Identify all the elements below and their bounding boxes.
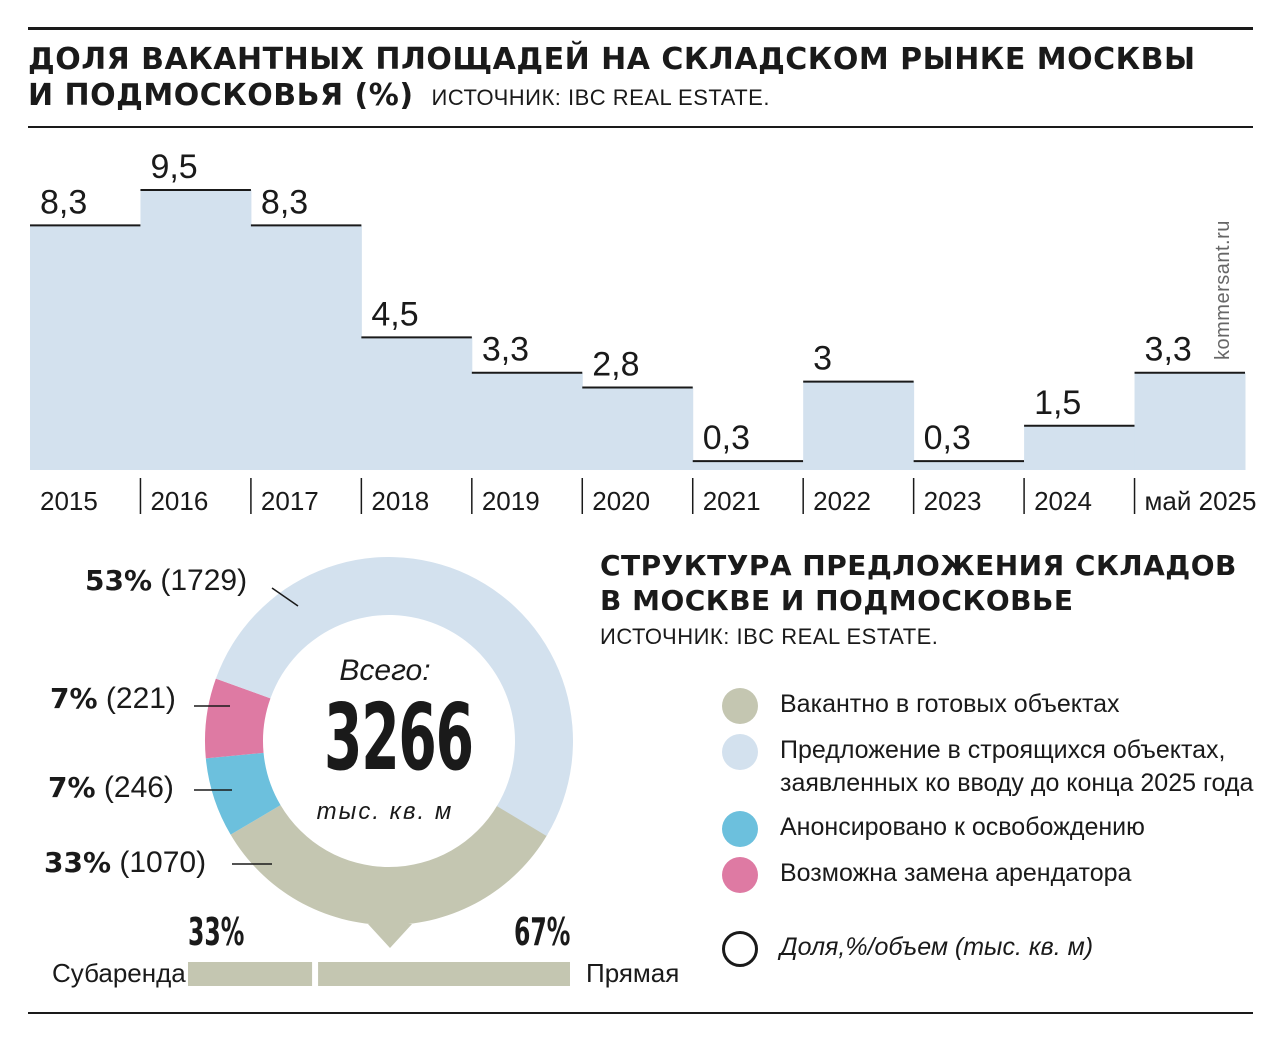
donut-label-vacant: 33% (1070): [44, 846, 206, 880]
legend-swatch: [722, 734, 758, 770]
title-underline: [28, 126, 1253, 128]
structure-title-line2: В МОСКВЕ И ПОДМОСКОВЬЕ: [600, 584, 1074, 617]
donut-label-pct: 33%: [44, 846, 112, 879]
legend-label: Вакантно в готовых объектах: [780, 690, 1120, 718]
bar: [361, 337, 473, 470]
bar-value-label: 3,3: [482, 331, 529, 369]
donut-label-pct: 7%: [48, 771, 96, 804]
bar-chart-source: ИСТОЧНИК: IBC REAL ESTATE.: [431, 85, 770, 110]
donut-pointer: [368, 924, 412, 948]
ring-icon: [722, 931, 758, 967]
bar-value-label: 4,5: [371, 295, 418, 333]
bar-value-label: 2,8: [592, 345, 639, 383]
donut-label-pct: 53%: [85, 564, 153, 597]
split-left-label: Субаренда: [52, 958, 186, 988]
legend-label: Анонсировано к освобождению: [780, 813, 1145, 841]
split-left-pct: 33%: [188, 910, 245, 954]
bar-value-label: 1,5: [1034, 384, 1081, 422]
bar-value-label: 8,3: [40, 183, 87, 221]
donut-center-unit: тыс. кв. м: [316, 798, 454, 825]
bar-value-label: 0,3: [703, 419, 750, 457]
bar: [1134, 372, 1246, 470]
year-label: май 2025: [1145, 486, 1257, 516]
donut-label-announced: 7% (246): [48, 771, 174, 805]
donut-center-caption: Всего:: [339, 654, 431, 687]
split-right-pct: 67%: [514, 910, 571, 954]
legend-label: Предложение в строящихся объектах, заявл…: [780, 734, 1253, 800]
structure-source: ИСТОЧНИК: IBC REAL ESTATE.: [600, 624, 939, 649]
bar-chart-title: ДОЛЯ ВАКАНТНЫХ ПЛОЩАДЕЙ НА СКЛАДСКОМ РЫН…: [28, 42, 1228, 116]
year-label: 2022: [813, 486, 871, 516]
donut-slice-tenant-replacement: [205, 678, 271, 759]
legend-item-tenant-replacement: Возможна замена арендатора: [722, 857, 1131, 893]
year-label: 2021: [703, 486, 761, 516]
donut-label-vol: (246): [103, 771, 174, 804]
bar: [803, 381, 915, 470]
bar: [30, 225, 141, 470]
bar: [250, 225, 362, 470]
donut-slice-vacant: [230, 805, 548, 926]
donut-label-vol: (1729): [160, 564, 248, 597]
donut-label-construction: 53% (1729): [85, 564, 247, 598]
legend-label-line1: Предложение в строящихся объектах,: [780, 736, 1226, 764]
bar-chart-title-line2: И ПОДМОСКОВЬЯ (%): [28, 78, 414, 113]
donut-label-pct: 7%: [50, 682, 98, 715]
legend-item-announced: Анонсировано к освобождению: [722, 811, 1145, 847]
year-label: 2015: [40, 486, 98, 516]
donut-slice-announced: [205, 752, 281, 835]
year-label: 2017: [261, 486, 319, 516]
split-bar-sublease: [188, 962, 313, 986]
donut-leader-line: [271, 587, 299, 607]
legend-swatch: [722, 811, 758, 847]
legend-item-vacant: Вакантно в готовых объектах: [722, 688, 1120, 724]
bar-value-label: 8,3: [261, 183, 308, 221]
year-label: 2020: [592, 486, 650, 516]
bar: [692, 461, 804, 470]
bar-value-label: 9,5: [150, 148, 197, 186]
legend-swatch: [722, 688, 758, 724]
bar-value-label: 0,3: [924, 419, 971, 457]
year-label: 2016: [150, 486, 208, 516]
donut-slice-construction: [215, 557, 573, 837]
bottom-rule: [28, 1012, 1253, 1014]
legend-note-label: Доля,%/объем (тыс. кв. м): [780, 933, 1094, 961]
structure-title: СТРУКТУРА ПРЕДЛОЖЕНИЯ СКЛАДОВ В МОСКВЕ И…: [600, 548, 1260, 618]
donut-label-vol: (221): [105, 682, 176, 715]
bar: [471, 372, 583, 470]
top-rule: [28, 27, 1253, 30]
donut-center-value: 3266: [324, 684, 474, 791]
year-label: 2023: [924, 486, 982, 516]
bar: [582, 387, 694, 470]
bar-value-label: 3,3: [1145, 331, 1192, 369]
legend-item-note: Доля,%/объем (тыс. кв. м): [722, 931, 1093, 967]
legend-label-line2: заявленных ко вводу до конца 2025 года: [780, 769, 1254, 797]
split-right-label: Прямая: [586, 958, 680, 988]
bar: [1024, 425, 1136, 470]
legend-swatch: [722, 857, 758, 893]
legend-label: Возможна замена арендатора: [780, 859, 1132, 887]
bar-value-label: 3: [813, 340, 832, 378]
bar-chart-title-line1: ДОЛЯ ВАКАНТНЫХ ПЛОЩАДЕЙ НА СКЛАДСКОМ РЫН…: [28, 42, 1196, 77]
legend-item-construction: Предложение в строящихся объектах, заявл…: [722, 734, 1253, 800]
year-label: 2019: [482, 486, 540, 516]
donut-label-tenant-replacement: 7% (221): [50, 682, 176, 716]
bar-chart: 8,3 2015 9,5 2016 8,3 2017 4,5 2018 3,3 2019 2,8 20…: [30, 148, 1257, 516]
year-label: 2018: [371, 486, 429, 516]
bar: [913, 461, 1025, 470]
bar: [140, 190, 252, 470]
split-bar-direct: [318, 962, 570, 986]
donut-label-vol: (1070): [119, 846, 207, 879]
structure-title-line1: СТРУКТУРА ПРЕДЛОЖЕНИЯ СКЛАДОВ: [600, 549, 1237, 582]
year-label: 2024: [1034, 486, 1092, 516]
